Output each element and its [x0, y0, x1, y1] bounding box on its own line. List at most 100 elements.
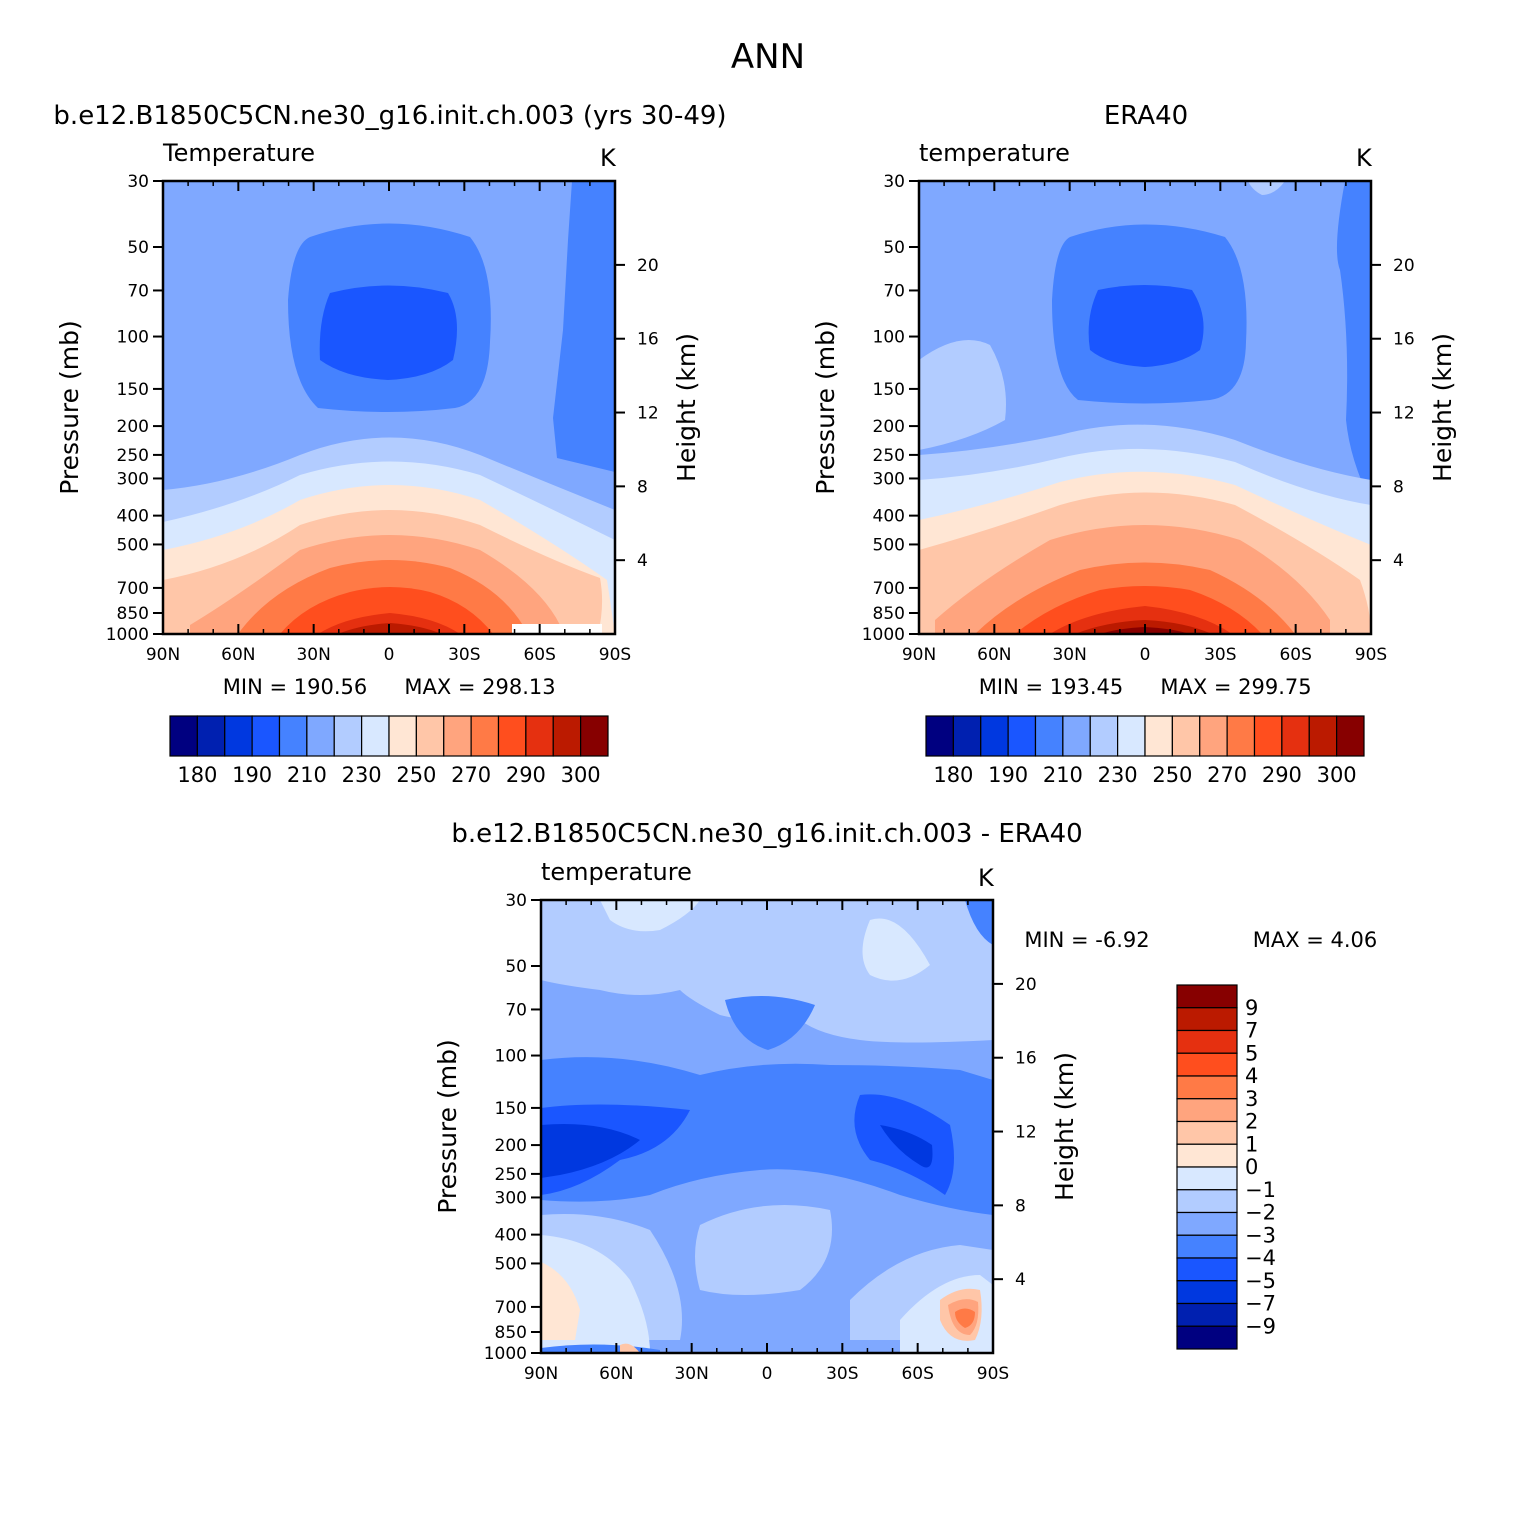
y-right-tick-label: 8: [637, 477, 648, 497]
colorbar-swatch: [1176, 1302, 1238, 1327]
y-tick-label: 70: [127, 281, 149, 301]
panel-model-colorbar: 180 190 210 230 250 270 290 300: [169, 715, 609, 787]
y-right-tick-label: 16: [1393, 330, 1415, 350]
x-tick-label: 0: [384, 645, 395, 665]
colorbar-swatch: [1176, 1143, 1238, 1168]
colorbar-label: 3: [1245, 1087, 1258, 1111]
colorbar-swatch: [1308, 715, 1338, 757]
y-tick-label: 150: [873, 380, 905, 400]
x-tick-label: 30N: [296, 645, 330, 665]
y-right-tick-label: 8: [1393, 477, 1404, 497]
colorbar-swatch: [1199, 715, 1228, 757]
colorbar-swatch: [333, 715, 363, 757]
y-tick-label: 250: [873, 446, 905, 466]
x-tick-label: 90S: [1355, 645, 1387, 665]
colorbar-label: 0: [1245, 1155, 1258, 1179]
colorbar-swatch: [251, 715, 281, 757]
colorbar-label: −5: [1245, 1269, 1276, 1293]
y-tick-label: 1000: [484, 1344, 527, 1364]
x-tick-label: 60S: [523, 645, 555, 665]
y-right-tick-label: 16: [1015, 1049, 1037, 1069]
x-tick-label: 60N: [599, 1364, 633, 1384]
colorbar-swatch: [1089, 715, 1119, 757]
panel-era40-contours: [919, 181, 1371, 634]
panel-difference-max: MAX = 4.06: [1253, 928, 1378, 952]
colorbar-label: 9: [1245, 996, 1258, 1020]
panel-era40-axes: 90N 60N 30N 0 30S 60S 90S 30 50 70 100 150 200 250 300…: [811, 172, 1457, 665]
panel-model-min: MIN = 190.56: [223, 675, 367, 699]
y-tick-label: 30: [883, 172, 905, 192]
colorbar-label: 180: [933, 763, 973, 787]
y-tick-label: 100: [117, 328, 149, 348]
colorbar-swatch: [980, 715, 1009, 757]
colorbar-swatch: [1176, 1120, 1238, 1145]
colorbar-swatch: [1176, 1052, 1238, 1077]
colorbar-swatch: [1117, 715, 1146, 757]
colorbar-swatch: [470, 715, 500, 757]
colorbar-swatch: [196, 715, 226, 757]
colorbar-label: 290: [1262, 763, 1302, 787]
x-tick-label: 30N: [1052, 645, 1086, 665]
colorbar-label: −3: [1245, 1223, 1276, 1247]
colorbar-swatch: [1176, 984, 1238, 1009]
y-tick-label: 50: [883, 238, 905, 258]
y-tick-label: 100: [495, 1047, 527, 1067]
colorbar-swatch: [1176, 1234, 1238, 1259]
y-tick-label: 400: [873, 507, 905, 527]
y-tick-label: 30: [127, 172, 149, 192]
y-tick-label: 50: [505, 957, 527, 977]
colorbar-label: 1: [1245, 1132, 1258, 1156]
y-tick-label: 150: [117, 380, 149, 400]
panel-era40-max: MAX = 299.75: [1160, 675, 1311, 699]
y-tick-label: 300: [495, 1188, 527, 1208]
y-axis-label: Pressure (mb): [433, 1039, 462, 1213]
y-right-tick-label: 4: [637, 551, 648, 571]
x-tick-label: 60N: [221, 645, 255, 665]
colorbar-swatch: [415, 715, 445, 757]
y-tick-label: 700: [495, 1298, 527, 1318]
colorbar-swatch: [1176, 1189, 1238, 1214]
colorbar-label: 250: [396, 763, 436, 787]
panel-era40-min: MIN = 193.45: [979, 675, 1123, 699]
y-tick-label: 70: [505, 1000, 527, 1020]
y-tick-label: 1000: [862, 625, 905, 645]
y-tick-label: 500: [873, 535, 905, 555]
y-tick-label: 400: [495, 1226, 527, 1246]
colorbar-swatch: [443, 715, 472, 757]
panel-era40: ERA40 temperature K 90N 60N 30N 0 30S 60S 90S 3…: [811, 101, 1457, 787]
colorbar-swatch: [306, 715, 335, 757]
colorbar-swatch: [224, 715, 253, 757]
colorbar-label: 300: [1317, 763, 1357, 787]
colorbar-label: 230: [342, 763, 382, 787]
x-tick-label: 30S: [826, 1364, 858, 1384]
figure-title: ANN: [731, 37, 805, 77]
x-tick-label: 60S: [1279, 645, 1311, 665]
colorbar-label: 5: [1245, 1041, 1258, 1065]
colorbar-label: 270: [1207, 763, 1247, 787]
panel-model-contours: [163, 181, 615, 634]
y-right-axis-label: Height (km): [1428, 333, 1457, 482]
colorbar-swatch: [1281, 715, 1310, 757]
y-axis-label: Pressure (mb): [811, 320, 840, 494]
colorbar-swatch: [278, 715, 308, 757]
panel-era40-variable: temperature: [919, 139, 1070, 167]
colorbar-label: 270: [451, 763, 491, 787]
x-tick-label: 30S: [448, 645, 480, 665]
colorbar-swatch: [1176, 1325, 1238, 1350]
y-right-tick-label: 4: [1015, 1270, 1026, 1290]
y-tick-label: 70: [883, 281, 905, 301]
colorbar-swatch: [361, 715, 390, 757]
y-tick-label: 850: [873, 604, 905, 624]
colorbar-swatch: [1253, 715, 1283, 757]
y-tick-label: 200: [873, 417, 905, 437]
panel-model-max: MAX = 298.13: [404, 675, 555, 699]
colorbar-swatch: [1176, 1007, 1238, 1032]
y-tick-label: 150: [495, 1099, 527, 1119]
colorbar-swatch: [552, 715, 582, 757]
colorbar-label: 230: [1098, 763, 1138, 787]
colorbar-swatch: [1171, 715, 1201, 757]
panel-difference-min: MIN = -6.92: [1024, 928, 1149, 952]
colorbar-swatch: [1062, 715, 1091, 757]
